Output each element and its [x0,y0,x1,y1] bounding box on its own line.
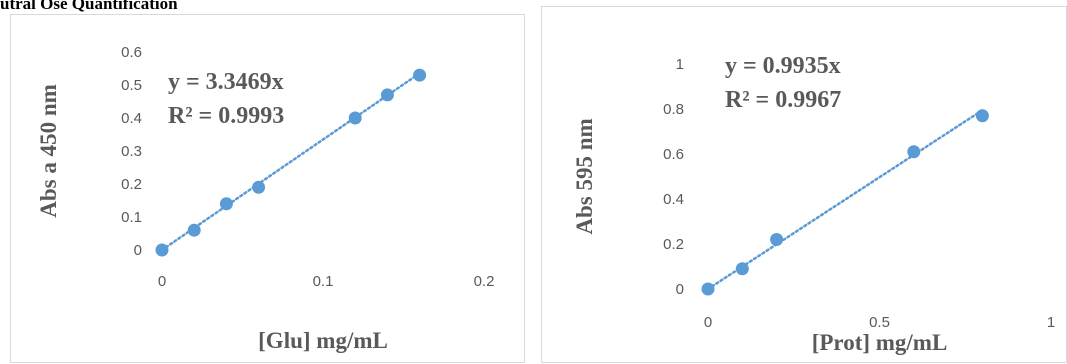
y-tick-label: 0.6 [663,146,684,163]
x-axis-title: [Prot] mg/mL [812,330,948,355]
y-tick-label: 0.2 [663,236,684,253]
x-tick-label: 1 [1047,314,1055,331]
glucose-calibration-chart: 0 0.1 0.2 0.3 0.4 0.5 0.6 0 0.1 0.2 y = 3.3469x R² … [10,14,525,363]
protein-calibration-chart: 0 0.2 0.4 0.6 0.8 1 0 0.5 1 y = 0.9935x R² = 0.996… [541,6,1067,363]
y-tick-label: 0.4 [663,191,684,208]
data-point [187,223,201,237]
x-tick-label: 0 [158,273,166,290]
x-tick-label: 0.2 [474,273,495,290]
data-point [219,197,233,211]
protein-chart-svg: 0 0.2 0.4 0.6 0.8 1 0 0.5 1 y = 0.9935x R² = 0.996… [572,53,1055,355]
x-axis-title: [Glu] mg/mL [258,328,388,353]
x-tick-label: 0.1 [313,273,334,290]
page-header: utral Ose Quantification [0,0,178,13]
trendline [160,72,421,252]
x-tick-label: 0 [704,314,712,331]
data-point [155,243,169,257]
y-axis-title: Abs 595 nm [572,118,597,234]
x-tick-label: 0.5 [869,314,890,331]
y-tick-label: 0.5 [121,77,142,94]
y-tick-label: 0 [134,242,142,259]
y-tick-label: 0.8 [663,101,684,118]
r-squared-label: R² = 0.9993 [168,103,284,129]
y-tick-label: 1 [676,56,684,73]
y-tick-label: 0.4 [121,110,142,127]
glucose-chart-svg: 0 0.1 0.2 0.3 0.4 0.5 0.6 0 0.1 0.2 y = 3.3469x R² … [36,44,495,353]
trendline-equation: y = 0.9935x [725,53,841,79]
data-point [701,282,715,296]
y-tick-label: 0.3 [121,143,142,160]
data-point [735,262,749,276]
y-tick-label: 0 [676,281,684,298]
y-tick-label: 0.1 [121,209,142,226]
data-point [770,233,784,246]
r-squared-label: R² = 0.9967 [725,87,841,113]
data-point [380,88,394,102]
y-tick-label: 0.2 [121,176,142,193]
trendline [706,108,984,291]
trendline-equation: y = 3.3469x [168,69,284,95]
data-point [907,145,921,159]
data-point [975,109,989,123]
data-point [252,180,266,194]
data-point [413,68,427,82]
y-axis-title: Abs a 450 nm [36,84,61,218]
data-point [348,111,362,125]
y-tick-label: 0.6 [121,44,142,61]
